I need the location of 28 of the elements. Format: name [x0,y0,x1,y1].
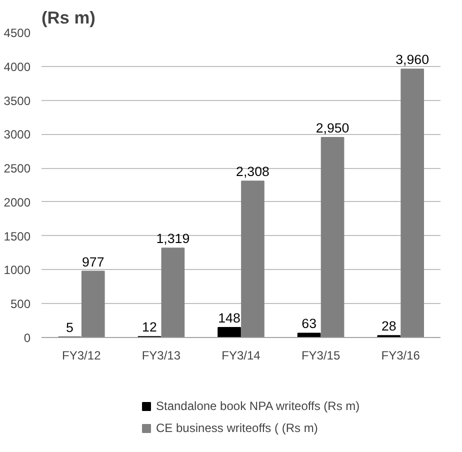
data-label: 63 [302,316,316,332]
data-label: 148 [218,310,240,326]
data-label: 2,950 [316,120,350,136]
y-tick-label: 4500 [4,26,31,40]
x-tick-label: FY3/12 [62,348,102,362]
y-tick-label: 1500 [4,229,31,244]
x-tick-label: FY3/16 [381,348,420,362]
x-tick-label: FY3/13 [142,348,181,362]
chart-title: (Rs m) [42,8,96,28]
data-label: 1,319 [156,231,190,246]
data-label: 28 [381,318,396,334]
y-tick-label: 1000 [4,263,31,278]
y-tick-label: 2500 [4,162,31,176]
y-tick-label: 3500 [4,94,31,108]
x-tick-label: FY3/15 [301,348,340,362]
data-label: 12 [142,320,157,335]
y-tick-label: 4000 [4,60,31,74]
data-label: 977 [82,254,104,270]
data-label: 2,308 [236,164,270,180]
x-tick-label: FY3/14 [222,348,261,362]
y-tick-label: 3000 [4,128,31,142]
data-label: 3,960 [396,52,430,68]
y-tick-label: 0 [24,331,31,345]
data-label: 5 [66,320,74,336]
y-tick-label: 500 [10,297,31,312]
legend-label: CE business writeoffs ( (Rs m) [156,421,318,435]
legend-label: Standalone book NPA writeoffs (Rs m) [156,399,360,413]
y-tick-label: 2000 [4,195,31,210]
